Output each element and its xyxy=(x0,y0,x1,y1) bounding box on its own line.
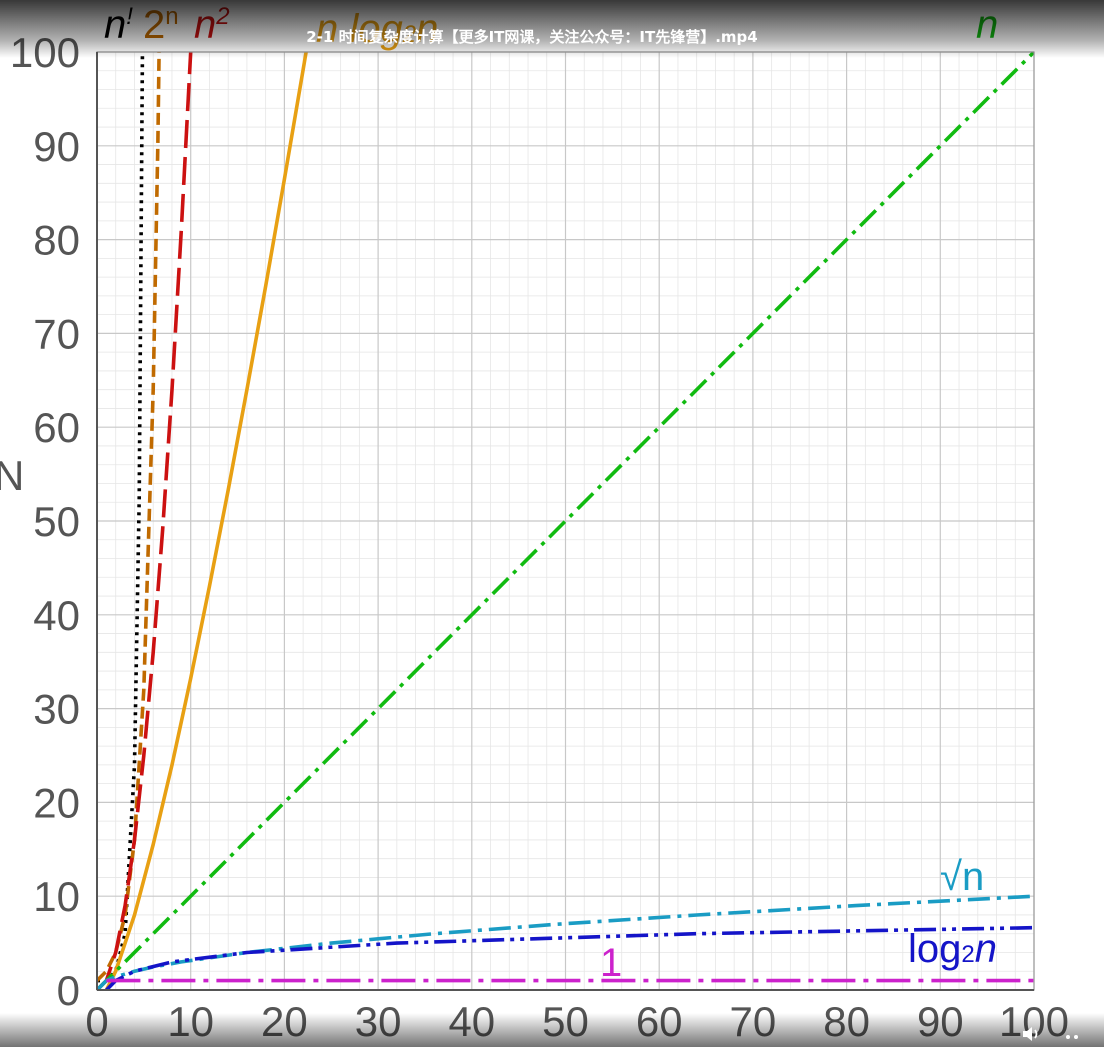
x-tick-label: 60 xyxy=(636,998,683,1045)
series-line xyxy=(97,894,1034,990)
y-tick-label: 0 xyxy=(57,967,80,1014)
y-tick-label: 20 xyxy=(33,779,80,826)
x-tick-label: 50 xyxy=(542,998,589,1045)
x-tick-label: 30 xyxy=(355,998,402,1045)
x-tick-labels: 0 10 20 30 40 50 60 70 80 90 100 xyxy=(85,998,1069,1045)
series-line xyxy=(97,52,193,990)
more-icon[interactable] xyxy=(1064,1027,1082,1041)
x-tick-label: 10 xyxy=(167,998,214,1045)
video-title: 2-1 时间复杂度计算【更多IT网课，关注公众号：IT先锋营】.mp4 xyxy=(306,28,758,46)
x-tick-label: 90 xyxy=(917,998,964,1045)
y-axis-label: N xyxy=(0,452,24,499)
chart-curves xyxy=(97,52,1034,990)
series-label: log2n xyxy=(908,927,997,971)
y-tick-label: 50 xyxy=(33,498,80,545)
x-tick-label: 20 xyxy=(261,998,308,1045)
x-tick-label: 40 xyxy=(448,998,495,1045)
series-line xyxy=(104,52,308,990)
x-tick-label: 70 xyxy=(730,998,777,1045)
series-line xyxy=(97,52,1034,990)
y-tick-label: 40 xyxy=(33,592,80,639)
y-tick-label: 80 xyxy=(33,217,80,264)
y-tick-label: 60 xyxy=(33,404,80,451)
y-tick-label: 90 xyxy=(33,123,80,170)
y-tick-label: 30 xyxy=(33,686,80,733)
series-label: √n xyxy=(940,855,984,899)
y-tick-label: 70 xyxy=(33,310,80,357)
volume-icon[interactable] xyxy=(1022,1025,1044,1043)
x-tick-label: 80 xyxy=(823,998,870,1045)
x-tick-label: 0 xyxy=(85,998,108,1045)
y-tick-label: 10 xyxy=(33,873,80,920)
series-label: 1 xyxy=(600,941,622,985)
